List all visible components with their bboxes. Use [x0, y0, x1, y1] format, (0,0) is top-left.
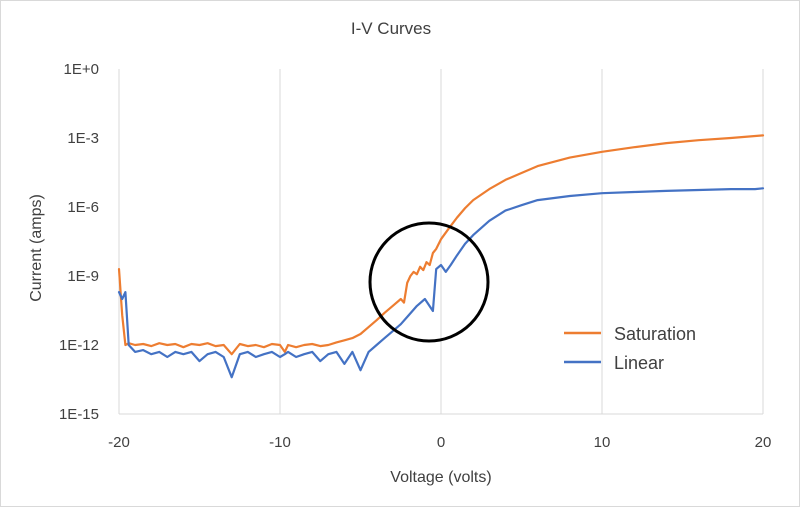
x-tick-labels: -20 -10 0 10 20	[108, 434, 771, 451]
y-tick-label: 1E-9	[67, 268, 99, 285]
y-tick-label: 1E-12	[59, 337, 99, 354]
series-lines	[117, 134, 765, 379]
x-tick-label: 0	[437, 434, 445, 451]
y-tick-label: 1E+0	[64, 61, 99, 78]
legend-label-saturation: Saturation	[614, 324, 696, 344]
x-tick-label: -20	[108, 434, 130, 451]
legend-label-linear: Linear	[614, 353, 664, 373]
y-tick-label: 1E-15	[59, 406, 99, 423]
x-tick-label: -10	[269, 434, 291, 451]
y-tick-labels: 1E-15 1E-12 1E-9 1E-6 1E-3 1E+0	[59, 61, 99, 423]
y-axis-title: Current (amps)	[28, 194, 45, 302]
y-tick-label: 1E-3	[67, 130, 99, 147]
series-line-saturation	[117, 134, 765, 356]
y-tick-label: 1E-6	[67, 199, 99, 216]
legend: Saturation Linear	[564, 324, 696, 373]
x-axis-title: Voltage (volts)	[390, 469, 491, 486]
highlight-circle	[368, 221, 490, 343]
x-tick-label: 20	[755, 434, 772, 451]
chart-title: I-V Curves	[351, 19, 431, 38]
x-tick-label: 10	[594, 434, 611, 451]
series-line-linear	[117, 187, 765, 379]
